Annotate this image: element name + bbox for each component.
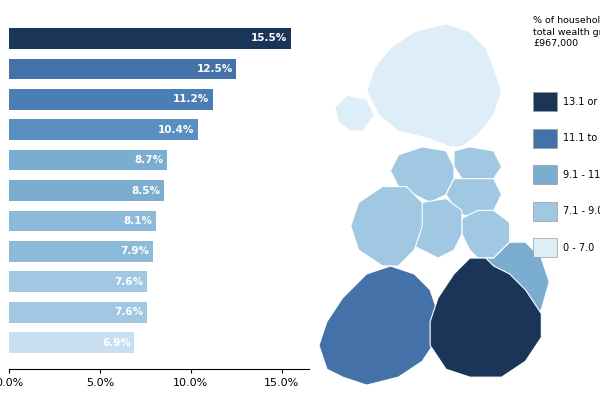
Text: 9.1 - 11.0: 9.1 - 11.0 <box>563 170 600 180</box>
Polygon shape <box>367 24 502 147</box>
Bar <box>9 150 167 170</box>
Polygon shape <box>478 298 509 333</box>
Text: 6.9%: 6.9% <box>102 337 131 348</box>
Text: 8.5%: 8.5% <box>131 185 160 196</box>
Bar <box>9 272 147 292</box>
Polygon shape <box>462 210 509 258</box>
Text: 7.6%: 7.6% <box>115 307 143 317</box>
Bar <box>9 241 152 262</box>
Text: 11.1 to 13.0: 11.1 to 13.0 <box>563 133 600 143</box>
Text: 7.9%: 7.9% <box>120 247 149 256</box>
Bar <box>9 89 212 110</box>
Text: 0 - 7.0: 0 - 7.0 <box>563 243 595 253</box>
Bar <box>533 238 557 257</box>
Text: 12.5%: 12.5% <box>196 64 233 74</box>
Bar <box>9 211 156 231</box>
Bar <box>9 59 236 79</box>
Bar <box>533 92 557 111</box>
Bar <box>9 332 134 353</box>
Polygon shape <box>335 95 374 131</box>
Bar <box>9 302 147 322</box>
Bar <box>9 180 164 201</box>
Polygon shape <box>430 258 541 377</box>
Text: 15.5%: 15.5% <box>251 33 287 44</box>
Text: 11.2%: 11.2% <box>173 94 209 104</box>
Polygon shape <box>446 179 502 218</box>
Bar <box>9 119 198 140</box>
Bar <box>533 129 557 148</box>
Polygon shape <box>454 147 502 179</box>
Text: 13.1 or above: 13.1 or above <box>563 96 600 107</box>
Text: 8.7%: 8.7% <box>134 155 164 165</box>
Bar <box>9 28 291 49</box>
Text: 7.1 - 9.0: 7.1 - 9.0 <box>563 206 600 216</box>
Text: % of households with
total wealth greater than
£967,000: % of households with total wealth greate… <box>533 16 600 48</box>
Bar <box>533 165 557 184</box>
Polygon shape <box>486 242 549 322</box>
Polygon shape <box>319 266 438 385</box>
Polygon shape <box>351 187 422 266</box>
Bar <box>533 202 557 221</box>
Text: 7.6%: 7.6% <box>115 277 143 287</box>
Text: 8.1%: 8.1% <box>124 216 152 226</box>
Text: 10.4%: 10.4% <box>158 125 194 135</box>
Polygon shape <box>391 147 454 202</box>
Polygon shape <box>406 198 462 258</box>
